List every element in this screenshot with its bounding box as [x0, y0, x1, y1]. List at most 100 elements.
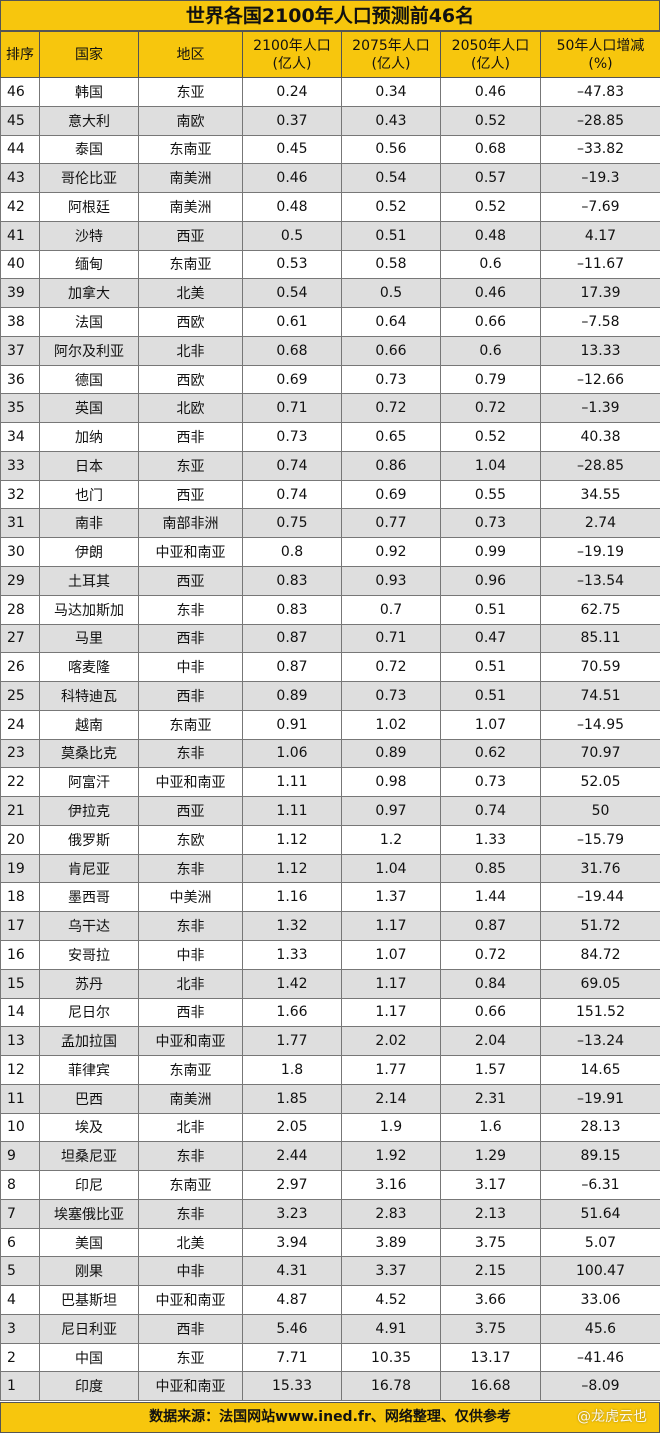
- cell-pop-2050: 2.31: [440, 1083, 541, 1114]
- table-row: 39 加拿大 北美 0.54 0.5 0.46 17.39: [0, 278, 660, 309]
- cell-pop-2100: 15.33: [242, 1371, 342, 1402]
- cell-pop-2050: 3.66: [440, 1285, 541, 1315]
- cell-pop-2100: 1.8: [242, 1055, 342, 1085]
- cell-pop-2050: 2.15: [440, 1256, 541, 1287]
- cell-country: 刚果: [39, 1256, 139, 1287]
- cell-rank: 23: [0, 738, 40, 769]
- cell-change-pct: 4.17: [540, 220, 660, 251]
- cell-rank: 21: [0, 796, 40, 826]
- cell-rank: 2: [0, 1342, 40, 1373]
- cell-rank: 7: [0, 1198, 40, 1229]
- cell-region: 中亚和南亚: [138, 1371, 243, 1402]
- cell-pop-2050: 0.55: [440, 479, 541, 510]
- cell-region: 北非: [138, 335, 243, 366]
- cell-pop-2100: 1.06: [242, 738, 342, 769]
- cell-pop-2050: 0.79: [440, 364, 541, 395]
- cell-rank: 33: [0, 450, 40, 481]
- cell-change-pct: 85.11: [540, 623, 660, 654]
- header-rank: 排序: [0, 31, 40, 78]
- cell-pop-2075: 0.51: [341, 220, 441, 251]
- table-row: 14 尼日尔 西非 1.66 1.17 0.66 151.52: [0, 997, 660, 1028]
- cell-pop-2050: 2.13: [440, 1198, 541, 1229]
- cell-pop-2075: 0.92: [341, 537, 441, 568]
- population-table: 排序 国家 地区 2100年人口 (亿人) 2075年人口 (亿人) 2050年人口…: [0, 31, 660, 1402]
- table-title: 世界各国2100年人口预测前46名: [0, 0, 660, 31]
- table-row: 19 肯尼亚 东非 1.12 1.04 0.85 31.76: [0, 853, 660, 884]
- cell-pop-2075: 0.64: [341, 307, 441, 337]
- cell-change-pct: –7.69: [540, 192, 660, 222]
- cell-change-pct: –15.79: [540, 824, 660, 855]
- header-2100: 2100年人口 (亿人): [242, 31, 342, 78]
- cell-country: 印度: [39, 1371, 139, 1402]
- cell-pop-2050: 0.52: [440, 192, 541, 222]
- cell-pop-2075: 3.37: [341, 1256, 441, 1287]
- cell-change-pct: 84.72: [540, 939, 660, 970]
- table-row: 31 南非 南部非洲 0.75 0.77 0.73 2.74: [0, 508, 660, 539]
- cell-pop-2075: 0.89: [341, 738, 441, 769]
- table-row: 26 喀麦隆 中非 0.87 0.72 0.51 70.59: [0, 652, 660, 683]
- cell-country: 肯尼亚: [39, 853, 139, 884]
- cell-pop-2050: 0.47: [440, 623, 541, 654]
- cell-country: 乌干达: [39, 911, 139, 941]
- cell-change-pct: –19.91: [540, 1083, 660, 1114]
- cell-pop-2075: 0.73: [341, 681, 441, 711]
- cell-pop-2100: 5.46: [242, 1313, 342, 1344]
- cell-country: 法国: [39, 307, 139, 337]
- cell-rank: 29: [0, 566, 40, 596]
- header-2050-line2: (亿人): [471, 55, 510, 72]
- cell-pop-2050: 0.74: [440, 796, 541, 826]
- cell-country: 南非: [39, 508, 139, 539]
- cell-pop-2050: 3.75: [440, 1227, 541, 1258]
- cell-pop-2050: 0.52: [440, 422, 541, 452]
- cell-change-pct: –19.19: [540, 537, 660, 568]
- cell-pop-2100: 0.69: [242, 364, 342, 395]
- cell-pop-2100: 0.61: [242, 307, 342, 337]
- cell-country: 泰国: [39, 134, 139, 165]
- cell-pop-2075: 1.77: [341, 1055, 441, 1085]
- cell-country: 意大利: [39, 105, 139, 136]
- table-row: 18 墨西哥 中美洲 1.16 1.37 1.44 –19.44: [0, 882, 660, 913]
- table-row: 6 美国 北美 3.94 3.89 3.75 5.07: [0, 1227, 660, 1258]
- cell-rank: 17: [0, 911, 40, 941]
- header-2100-line2: (亿人): [272, 55, 312, 72]
- table-row: 27 马里 西非 0.87 0.71 0.47 85.11: [0, 623, 660, 654]
- cell-change-pct: 5.07: [540, 1227, 660, 1258]
- cell-pop-2075: 0.5: [341, 278, 441, 309]
- cell-pop-2075: 0.77: [341, 508, 441, 539]
- cell-pop-2075: 0.93: [341, 566, 441, 596]
- cell-pop-2050: 0.57: [440, 163, 541, 194]
- table-row: 46 韩国 东亚 0.24 0.34 0.46 –47.83: [0, 77, 660, 107]
- cell-pop-2075: 0.7: [341, 594, 441, 625]
- table-row: 13 孟加拉国 中亚和南亚 1.77 2.02 2.04 –13.24: [0, 1026, 660, 1057]
- cell-country: 土耳其: [39, 566, 139, 596]
- cell-rank: 30: [0, 537, 40, 568]
- cell-region: 东非: [138, 738, 243, 769]
- cell-pop-2075: 10.35: [341, 1342, 441, 1373]
- cell-change-pct: 45.6: [540, 1313, 660, 1344]
- cell-rank: 34: [0, 422, 40, 452]
- cell-change-pct: –11.67: [540, 249, 660, 280]
- cell-pop-2075: 1.02: [341, 709, 441, 740]
- cell-country: 伊拉克: [39, 796, 139, 826]
- cell-rank: 16: [0, 939, 40, 970]
- cell-pop-2075: 0.73: [341, 364, 441, 395]
- cell-pop-2100: 1.85: [242, 1083, 342, 1114]
- cell-pop-2100: 0.73: [242, 422, 342, 452]
- cell-pop-2075: 0.72: [341, 393, 441, 424]
- cell-rank: 22: [0, 767, 40, 798]
- table-row: 5 刚果 中非 4.31 3.37 2.15 100.47: [0, 1256, 660, 1287]
- cell-pop-2100: 1.16: [242, 882, 342, 913]
- cell-pop-2100: 1.32: [242, 911, 342, 941]
- cell-country: 中国: [39, 1342, 139, 1373]
- table-row: 34 加纳 西非 0.73 0.65 0.52 40.38: [0, 422, 660, 452]
- cell-country: 尼日尔: [39, 997, 139, 1028]
- cell-change-pct: –6.31: [540, 1170, 660, 1200]
- cell-pop-2050: 0.84: [440, 968, 541, 999]
- cell-pop-2075: 1.04: [341, 853, 441, 884]
- cell-rank: 20: [0, 824, 40, 855]
- cell-pop-2100: 4.31: [242, 1256, 342, 1287]
- table-row: 12 菲律宾 东南亚 1.8 1.77 1.57 14.65: [0, 1055, 660, 1085]
- cell-pop-2100: 0.54: [242, 278, 342, 309]
- cell-pop-2075: 0.43: [341, 105, 441, 136]
